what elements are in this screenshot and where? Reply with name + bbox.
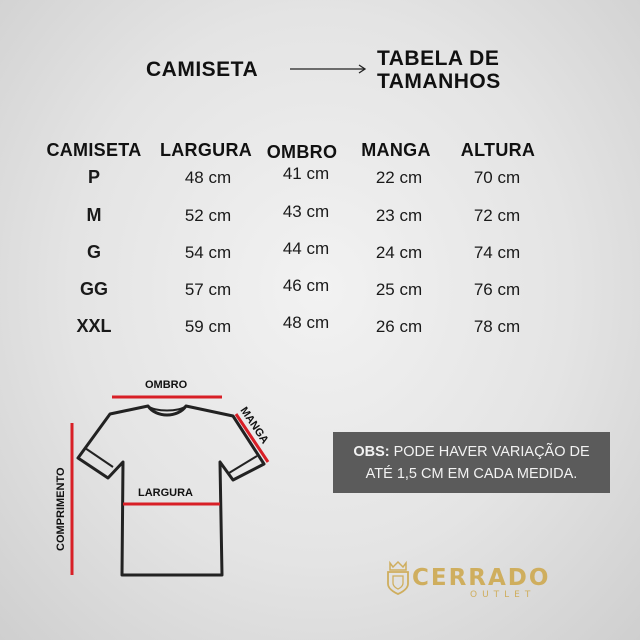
comprimento-label: COMPRIMENTO: [55, 467, 67, 551]
measurement-cell-altura: 76 cm: [473, 280, 521, 299]
title-line-2: TAMANHOS: [377, 70, 501, 93]
ombro-label: OMBRO: [145, 379, 188, 391]
tshirt-measurement-diagram: OMBRO MANGA LARGURA COMPRIMENTO: [55, 379, 271, 577]
size-label: GG: [79, 279, 109, 299]
measurement-cell-manga: 22 cm: [375, 168, 423, 187]
brand-subtitle: OUTLET: [470, 590, 536, 600]
col-manga-header: MANGA: [361, 140, 431, 160]
observation-text: PODE HAVER VARIAÇÃO DE ATÉ 1,5 CM EM CAD…: [365, 444, 590, 482]
measurement-cell-largura: 54 cm: [184, 243, 232, 262]
size-label: M: [86, 205, 102, 225]
crown-shield-icon: [387, 560, 409, 595]
measurement-cell-ombro: 46 cm: [282, 276, 330, 295]
col-altura-header: ALTURA: [460, 140, 536, 160]
measurement-cell-largura: 59 cm: [184, 317, 232, 336]
brand-name: CERRADO: [412, 565, 551, 591]
arrow-right-icon: [290, 64, 367, 74]
size-label: G: [86, 242, 102, 262]
measurement-cell-manga: 24 cm: [375, 243, 423, 262]
title-line-1: TABELA DE: [377, 47, 500, 70]
measurement-cell-largura: 48 cm: [184, 168, 232, 187]
measurement-cell-altura: 74 cm: [473, 243, 521, 262]
size-label: P: [87, 167, 101, 187]
title-camiseta: CAMISETA: [146, 58, 259, 81]
measurement-cell-altura: 72 cm: [473, 206, 521, 225]
col-largura-header: LARGURA: [159, 140, 253, 160]
measurement-cell-manga: 23 cm: [375, 206, 423, 225]
size-label: XXL: [76, 316, 112, 336]
measurement-cell-largura: 52 cm: [184, 206, 232, 225]
measurement-cell-ombro: 44 cm: [282, 239, 330, 258]
title-tabela-de-tamanhos: TABELA DE TAMANHOS: [377, 47, 501, 93]
measurement-cell-altura: 70 cm: [473, 168, 521, 187]
measurement-cell-altura: 78 cm: [473, 317, 521, 336]
measurement-cell-ombro: 43 cm: [282, 202, 330, 221]
observation-note: OBS: PODE HAVER VARIAÇÃO DE ATÉ 1,5 CM E…: [333, 432, 610, 493]
tshirt-outline: [76, 404, 266, 577]
measurement-cell-manga: 26 cm: [375, 317, 423, 336]
largura-label: LARGURA: [138, 487, 193, 499]
measurement-cell-ombro: 41 cm: [282, 164, 330, 183]
col-ombro-header: OMBRO: [266, 142, 338, 162]
manga-measure-line: [234, 413, 270, 463]
measurement-cell-largura: 57 cm: [184, 280, 232, 299]
measurement-cell-manga: 25 cm: [375, 280, 423, 299]
measurement-cell-ombro: 48 cm: [282, 313, 330, 332]
col-camiseta-header: CAMISETA: [46, 140, 142, 160]
observation-prefix: OBS:: [353, 444, 390, 460]
